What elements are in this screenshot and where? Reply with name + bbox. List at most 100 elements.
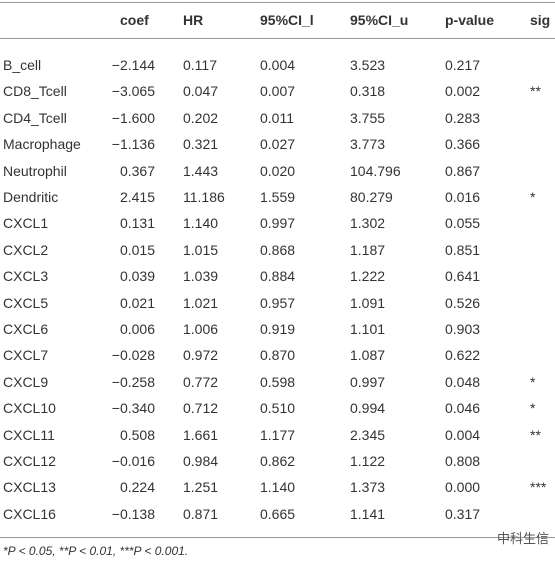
table-cell: 11.186 [183,189,225,205]
table-cell: 0.117 [183,57,217,73]
table-cell: 0.055 [445,215,481,232]
table-cell: 0.367 [119,162,155,179]
row-label: CXCL12 [3,453,56,469]
row-label: CXCL1 [3,215,49,232]
table-cell: 0.868 [260,241,296,258]
table-cell: 0.048 [445,373,481,390]
table-cell: 1.039 [183,268,219,285]
row-label: Dendritic [3,189,59,205]
table-cell: 1.187 [350,241,386,258]
table-cell: 0.000 [445,479,481,496]
table-cell: 0.021 [119,294,155,311]
table-cell: 0.884 [260,268,296,285]
table-cell: 0.870 [260,347,296,364]
bottom-rule [0,537,555,538]
table-cell: * [530,400,536,417]
table-cell: 0.039 [119,268,155,285]
table-cell: 2.345 [350,426,386,443]
table-cell: 0.665 [260,505,296,522]
table-cell: 0.317 [445,505,481,522]
table-cell: −3.065 [111,83,155,100]
table-cell: 0.508 [119,426,155,443]
table-cell: 0.997 [350,373,386,390]
table-cell: 1.251 [183,479,219,496]
column-header: sig [530,12,551,28]
table-cell: −0.138 [111,505,155,522]
table-cell: 104.796 [350,162,401,179]
table-cell: 1.087 [350,347,386,364]
table-cell: 0.997 [260,215,296,232]
table-cell: 0.994 [350,400,386,417]
table-cell: 1.559 [260,189,296,205]
table-cell: 0.984 [183,453,219,469]
table-cell: 1.122 [350,453,386,469]
table-cell: 0.004 [260,57,296,73]
table-cell: 0.903 [445,321,481,337]
table-cell: ** [530,426,541,443]
table-cell: 2.415 [119,189,155,205]
row-label: CXCL2 [3,241,49,258]
watermark: 中科生信 [496,531,549,546]
table-cell: 1.101 [350,321,386,337]
table-cell: 0.004 [445,426,481,443]
table-cell: 1.140 [260,479,296,496]
table-cell: 1.141 [350,505,386,522]
table-cell: 1.015 [183,241,219,258]
table-cell: 1.222 [350,268,386,285]
table-cell: 3.523 [350,57,386,73]
row-label: B_cell [3,57,42,73]
table-cell: 1.443 [183,162,219,179]
table-cell: 0.772 [183,373,219,390]
row-label: CXCL13 [3,479,56,496]
table-cell: 0.027 [260,136,296,153]
table-cell: 0.867 [445,162,481,179]
column-header: 95%CI_l [260,12,314,28]
row-label: CD8_Tcell [3,83,67,100]
table-cell: 0.007 [260,83,296,100]
table-cell: * [530,189,536,205]
row-label: Macrophage [3,136,81,153]
table-cell: 0.526 [445,294,481,311]
table-cell: 0.919 [260,321,296,337]
column-header: 95%CI_u [350,12,409,28]
table-cell: 1.302 [350,215,386,232]
table-cell: 1.661 [183,426,219,443]
column-header: coef [120,12,149,28]
top-rule [0,2,555,3]
table-cell: 0.972 [183,347,219,364]
table-cell: −1.600 [111,109,155,126]
footnote: *P < 0.05, **P < 0.01, ***P < 0.001. [3,544,189,558]
table-cell: 3.755 [350,109,386,126]
table-cell: −0.016 [111,453,155,469]
table-cell: 0.321 [183,136,219,153]
table-cell: 0.862 [260,453,296,469]
row-label: CXCL16 [3,505,56,522]
table-cell: 0.046 [445,400,481,417]
row-label: CXCL9 [3,373,49,390]
table-cell: 0.318 [350,83,386,100]
table-cell: * [530,373,536,390]
row-label: CXCL10 [3,400,56,417]
table-cell: −0.340 [111,400,155,417]
table-cell: −1.136 [111,136,155,153]
table-cell: 0.011 [260,109,294,126]
table-cell: 3.773 [350,136,386,153]
row-label: Neutrophil [3,162,67,179]
table-cell: 0.047 [183,83,219,100]
table-cell: 0.957 [260,294,296,311]
header-rule [0,38,555,39]
table-cell: 1.373 [350,479,386,496]
table-cell: 0.002 [445,83,481,100]
table-cell: 0.224 [119,479,155,496]
table-cell: 80.279 [350,189,393,205]
table-cell: 0.598 [260,373,296,390]
table-cell: 0.006 [119,321,155,337]
column-header: HR [183,12,204,28]
table-cell: 1.140 [183,215,219,232]
table-cell: 0.202 [183,109,219,126]
table-cell: 1.177 [260,426,296,443]
table-cell: 0.712 [183,400,219,417]
table-cell: 0.871 [183,505,219,522]
table-cell: −0.028 [111,347,155,364]
